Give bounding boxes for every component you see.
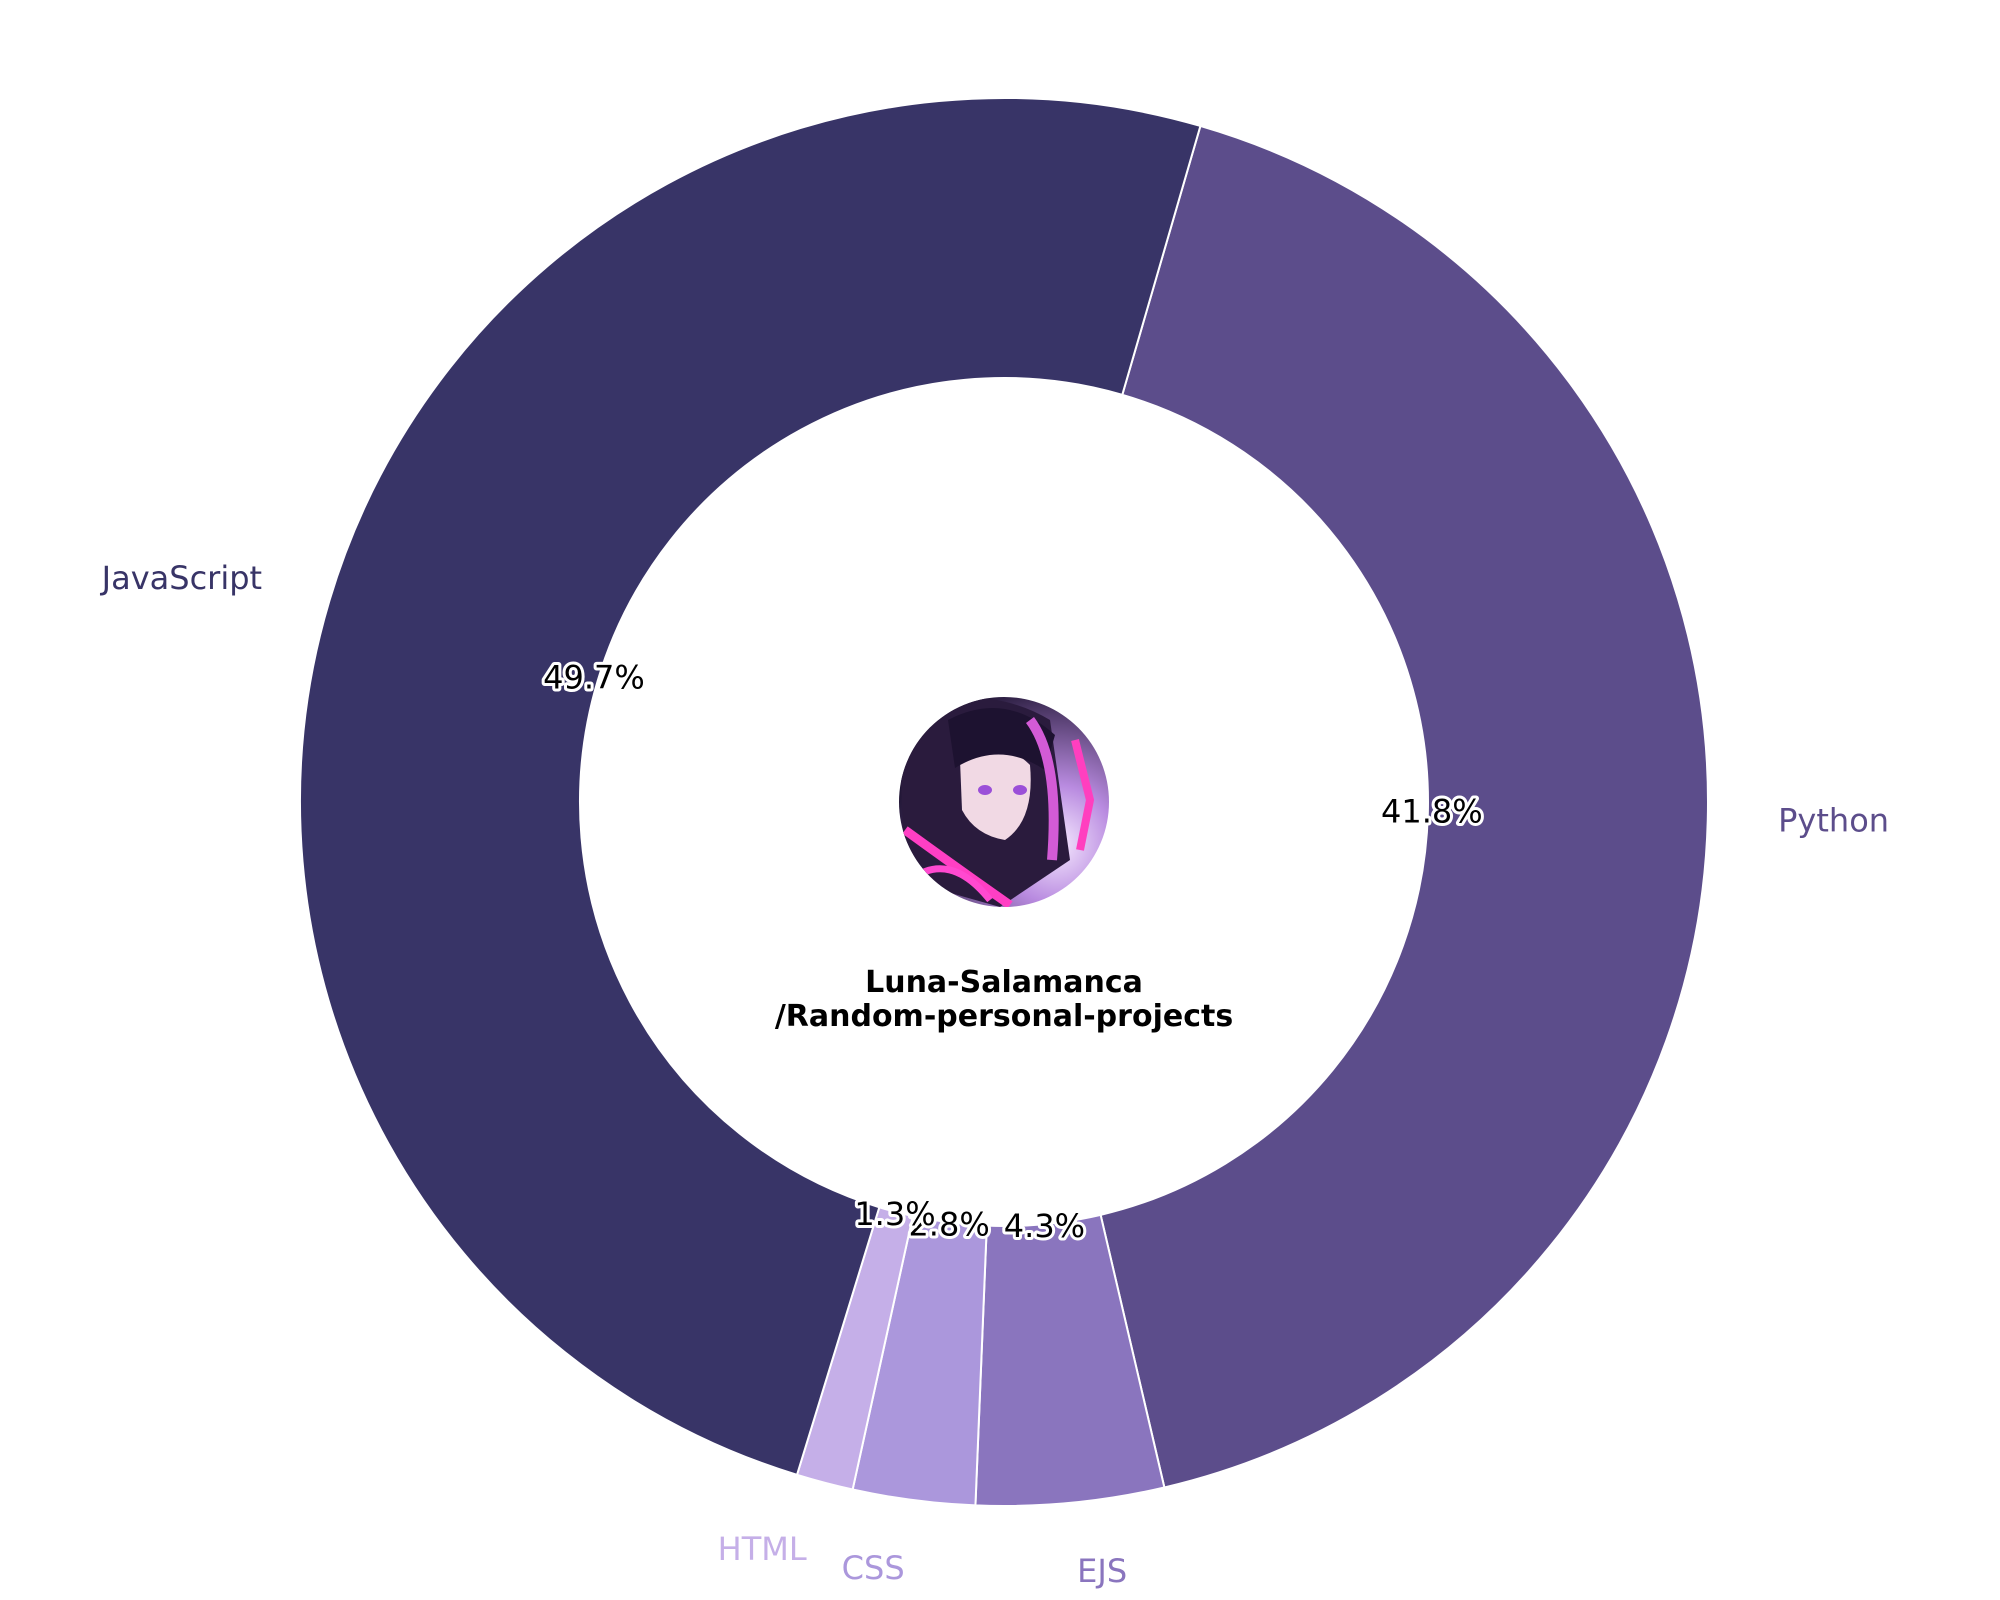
percentage-label-python: 41.8%: [1381, 792, 1483, 830]
percentage-label-css: 2.8%: [908, 1205, 989, 1243]
avatar: [899, 697, 1109, 907]
percentage-label-html: 1.3%: [854, 1195, 935, 1233]
center-label-line-1: Luna-Salamanca: [865, 965, 1143, 1000]
category-label-ejs: EJS: [1077, 1552, 1127, 1590]
category-labels: Python EJS CSS HTML JavaScript: [100, 559, 1889, 1590]
center-label-line-2: /Random-personal-projects: [775, 999, 1233, 1034]
percentage-label-ejs: 4.3%: [1004, 1207, 1085, 1245]
percentage-labels: 41.8% 4.3% 2.8%1.3% 49.7%: [540, 655, 1486, 1248]
donut-slices: [298, 96, 1709, 1507]
category-label-html: HTML: [718, 1530, 807, 1568]
percentage-label-javascript: 49.7%: [543, 658, 645, 696]
slice-python: [1099, 124, 1709, 1489]
category-label-css: CSS: [842, 1549, 905, 1587]
slice-javascript: [298, 96, 1202, 1477]
category-label-javascript: JavaScript: [100, 559, 262, 597]
category-label-python: Python: [1778, 801, 1889, 839]
